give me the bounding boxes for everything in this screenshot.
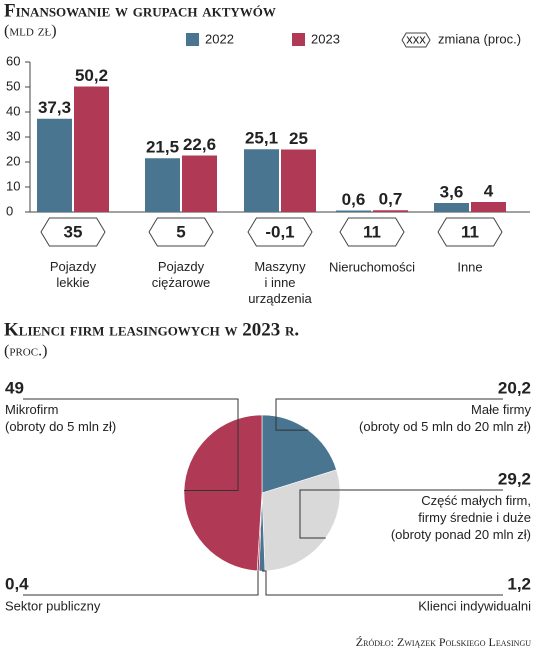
value-label: 22,6	[183, 135, 216, 154]
y-tick-label: 30	[6, 128, 20, 143]
bar	[37, 118, 72, 212]
legend-swatch	[292, 33, 305, 46]
bar	[373, 210, 408, 212]
x-tick-label: Pojazdy ciężarowe	[152, 259, 211, 290]
source: Źródło: Związek Polskiego Leasingu	[356, 635, 531, 649]
slice-label: Część małych firm, firmy średnie i duże (o…	[391, 493, 531, 542]
bar	[74, 86, 109, 212]
change-badge	[339, 217, 405, 247]
y-tick-label: 60	[6, 53, 20, 68]
change-label: 35	[64, 222, 83, 241]
value-label: 25,1	[245, 129, 278, 148]
y-tick-label: 0	[6, 203, 13, 218]
value-label: 4	[484, 181, 494, 200]
slice-value: 20,2	[498, 378, 531, 397]
bar	[471, 202, 506, 212]
bar	[182, 155, 217, 212]
y-tick-label: 50	[6, 78, 20, 93]
chart-subtitle: (mld zł)	[4, 23, 57, 40]
value-label: 0,6	[342, 190, 366, 209]
value-label: 0,7	[379, 190, 403, 209]
slice-value: 0,4	[5, 574, 29, 593]
bar	[145, 158, 180, 212]
y-tick-label: 10	[6, 178, 20, 193]
slice-value: 49	[5, 378, 24, 397]
slice-label: Mikrofirm (obroty do 5 mln zł)	[5, 402, 116, 434]
leader-line	[275, 398, 503, 431]
chart-subtitle: (proc.)	[4, 343, 47, 360]
value-label: 37,3	[38, 98, 71, 117]
x-tick-label: Inne	[457, 259, 482, 274]
x-tick-label: Nieruchomości	[329, 259, 415, 274]
bar	[281, 149, 316, 212]
chart-title: Finansowanie w grupach aktywów	[4, 0, 276, 21]
leader-line	[299, 489, 503, 539]
value-label: 3,6	[440, 182, 464, 201]
slice-label: Klienci indywidualni	[418, 598, 531, 613]
change-badge	[247, 217, 313, 247]
pie-slice	[183, 414, 263, 572]
change-label: 5	[176, 222, 185, 241]
change-badge	[437, 217, 503, 247]
legend-icon	[401, 32, 431, 48]
leader-line	[262, 570, 503, 596]
x-tick-label: Maszyny i inne urządzenia	[248, 259, 312, 306]
slice-value: 1,2	[507, 574, 531, 593]
change-badge	[40, 217, 106, 247]
slice-label: Sektor publiczny	[5, 598, 101, 613]
x-tick-label: Pojazdy lekkie	[50, 259, 97, 290]
legend-label: 2022	[205, 31, 234, 46]
leader-line	[23, 398, 239, 492]
legend-icon-text: xxx	[406, 31, 426, 46]
legend-label: 2023	[311, 31, 340, 46]
y-tick-label: 40	[6, 103, 20, 118]
change-badge	[148, 217, 214, 247]
value-label: 25	[289, 129, 308, 148]
legend-swatch	[186, 33, 199, 46]
value-label: 50,2	[75, 66, 108, 85]
change-label: -0,1	[265, 222, 294, 241]
slice-value: 29,2	[498, 469, 531, 488]
value-label: 21,5	[146, 138, 179, 157]
change-label: 11	[363, 222, 381, 241]
bar	[336, 210, 371, 212]
y-tick-label: 20	[6, 153, 20, 168]
bar	[244, 149, 279, 212]
change-label: 11	[461, 222, 479, 241]
legend-label: zmiana (proc.)	[438, 31, 521, 46]
chart-title: Klienci firm leasingowych w 2023 r.	[4, 319, 299, 340]
leader-line	[23, 570, 259, 596]
bar	[434, 203, 469, 212]
slice-label: Małe firmy (obroty od 5 mln do 20 mln zł)	[359, 402, 531, 434]
